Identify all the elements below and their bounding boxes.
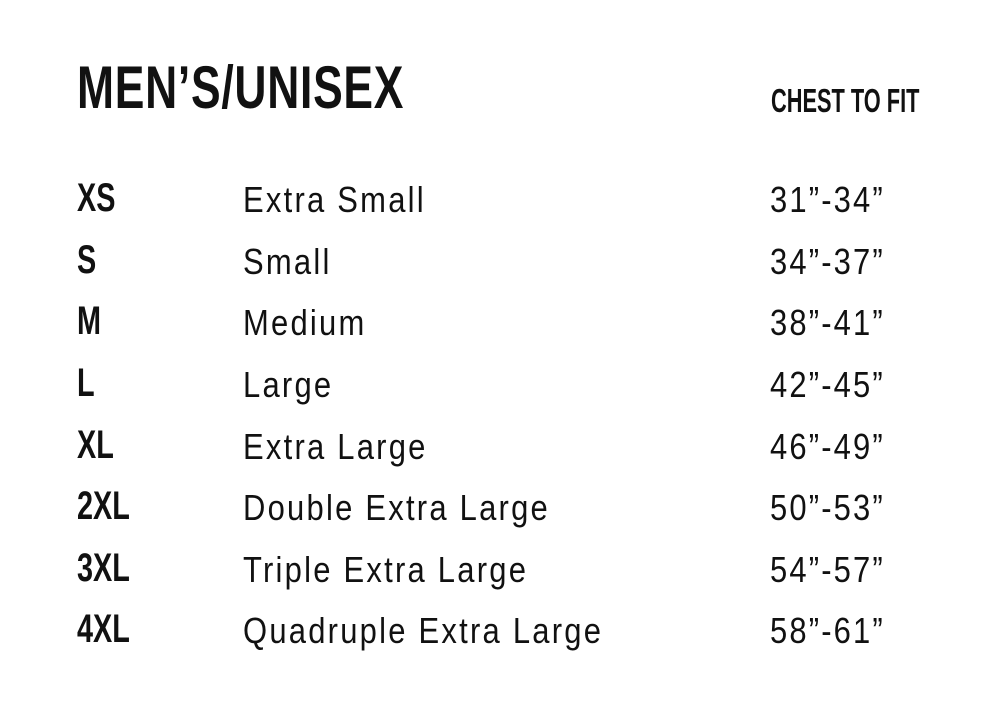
- size-code: L: [77, 361, 95, 405]
- chest-range: 54”-57”: [770, 549, 885, 590]
- table-row: M Medium 38”-41”: [0, 301, 1000, 351]
- table-row: 2XL Double Extra Large 50”-53”: [0, 486, 1000, 536]
- size-name: Extra Large: [243, 426, 428, 467]
- chest-range: 31”-34”: [770, 179, 885, 220]
- table-row: XL Extra Large 46”-49”: [0, 425, 1000, 475]
- size-code: XS: [77, 176, 116, 220]
- chest-range: 34”-37”: [770, 241, 885, 282]
- size-code: 2XL: [77, 484, 130, 528]
- table-row: 4XL Quadruple Extra Large 58”-61”: [0, 609, 1000, 659]
- size-name: Small: [243, 241, 332, 282]
- table-row: L Large 42”-45”: [0, 363, 1000, 413]
- size-code: XL: [77, 423, 114, 467]
- chest-range: 50”-53”: [770, 487, 885, 528]
- size-code: S: [77, 238, 97, 282]
- size-name: Quadruple Extra Large: [243, 610, 604, 651]
- size-name: Double Extra Large: [243, 487, 551, 528]
- size-name: Large: [243, 364, 334, 405]
- size-name: Triple Extra Large: [243, 549, 529, 590]
- table-row: S Small 34”-37”: [0, 240, 1000, 290]
- chest-column-header: CHEST TO FIT: [771, 82, 920, 119]
- size-code: 3XL: [77, 546, 130, 590]
- chest-range: 46”-49”: [770, 426, 885, 467]
- chest-range: 42”-45”: [770, 364, 885, 405]
- table-row: XS Extra Small 31”-34”: [0, 178, 1000, 228]
- chest-range: 58”-61”: [770, 610, 885, 651]
- chest-range: 38”-41”: [770, 302, 885, 343]
- page-title: MEN’S/UNISEX: [77, 54, 405, 121]
- table-row: 3XL Triple Extra Large 54”-57”: [0, 548, 1000, 598]
- size-code: M: [77, 299, 101, 343]
- size-name: Medium: [243, 302, 367, 343]
- size-name: Extra Small: [243, 179, 426, 220]
- size-code: 4XL: [77, 607, 130, 651]
